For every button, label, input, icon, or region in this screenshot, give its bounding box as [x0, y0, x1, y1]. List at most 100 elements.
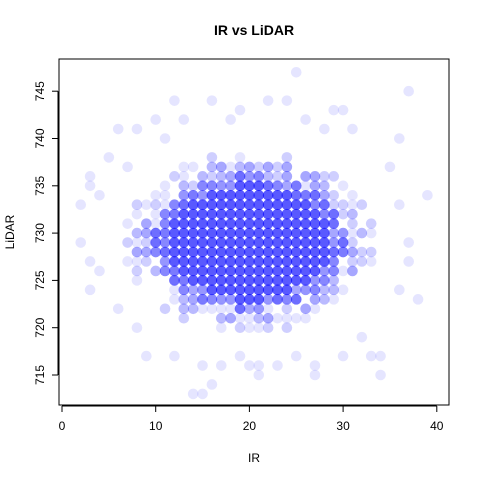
data-point: [178, 161, 190, 173]
data-point: [84, 180, 96, 192]
data-point: [215, 294, 227, 305]
data-point: [394, 133, 405, 144]
data-point: [253, 360, 265, 371]
data-point: [150, 246, 161, 258]
data-point: [328, 275, 340, 286]
data-point: [122, 256, 133, 267]
data-point: [94, 189, 105, 201]
data-point: [328, 227, 340, 239]
data-point: [169, 294, 180, 305]
data-point: [178, 208, 190, 220]
data-point: [309, 227, 321, 239]
data-point: [290, 312, 302, 324]
data-point: [244, 208, 255, 220]
data-point: [309, 275, 321, 286]
data-point: [169, 171, 180, 182]
data-point: [356, 331, 368, 343]
data-point: [300, 256, 311, 267]
data-point: [234, 265, 246, 277]
data-point: [337, 104, 349, 116]
data-point: [215, 218, 227, 229]
data-point: [215, 275, 227, 286]
data-point: [234, 152, 246, 163]
data-point: [281, 208, 293, 220]
data-point: [281, 152, 293, 163]
data-point: [234, 104, 246, 116]
data-point: [253, 208, 265, 220]
data-point: [403, 237, 414, 248]
data-point: [122, 161, 133, 173]
data-point: [272, 208, 283, 220]
data-point: [197, 199, 208, 211]
data-point: [347, 256, 358, 267]
data-point: [112, 123, 124, 135]
data-point: [215, 246, 227, 258]
data-point: [225, 227, 236, 239]
data-point: [337, 284, 349, 296]
data-point: [319, 284, 330, 296]
data-point: [141, 237, 152, 248]
data-point: [94, 265, 105, 277]
data-point: [225, 237, 236, 248]
data-point: [422, 189, 433, 201]
data-point: [206, 303, 218, 315]
data-point: [187, 388, 199, 400]
data-point: [281, 322, 293, 334]
data-point: [187, 161, 199, 173]
data-point: [337, 180, 349, 192]
data-point: [159, 265, 171, 277]
data-point: [234, 256, 246, 267]
data-point: [187, 246, 199, 258]
data-point: [178, 294, 190, 305]
data-point: [309, 189, 321, 201]
data-point: [234, 208, 246, 220]
data-point: [262, 189, 274, 201]
data-point: [225, 114, 236, 125]
data-point: [328, 265, 340, 277]
data-point: [169, 284, 180, 296]
data-point: [187, 265, 199, 277]
data-point: [272, 265, 283, 277]
data-point: [290, 284, 302, 296]
points-layer: [75, 66, 433, 400]
x-tick-label: 20: [243, 419, 257, 433]
data-point: [178, 171, 190, 182]
data-point: [131, 265, 143, 277]
data-point: [281, 218, 293, 229]
data-point: [300, 246, 311, 258]
data-point: [225, 256, 236, 267]
data-point: [262, 284, 274, 296]
data-point: [197, 303, 208, 315]
data-point: [300, 265, 311, 277]
data-point: [337, 227, 349, 239]
data-point: [197, 275, 208, 286]
data-point: [272, 256, 283, 267]
data-point: [244, 189, 255, 201]
data-point: [244, 360, 255, 371]
data-point: [206, 256, 218, 267]
data-point: [328, 189, 340, 201]
data-point: [141, 199, 152, 211]
data-point: [281, 256, 293, 267]
data-point: [206, 189, 218, 201]
data-point: [169, 246, 180, 258]
data-point: [281, 227, 293, 239]
data-point: [225, 303, 236, 315]
data-point: [159, 208, 171, 220]
data-point: [225, 284, 236, 296]
data-point: [347, 189, 358, 201]
data-point: [309, 303, 321, 315]
data-point: [281, 237, 293, 248]
data-point: [319, 208, 330, 220]
data-point: [356, 256, 368, 267]
data-point: [281, 265, 293, 277]
data-point: [300, 312, 311, 324]
data-point: [234, 218, 246, 229]
data-point: [159, 227, 171, 239]
data-point: [309, 284, 321, 296]
data-point: [300, 275, 311, 286]
data-point: [150, 265, 161, 277]
data-point: [234, 284, 246, 296]
data-point: [337, 246, 349, 258]
